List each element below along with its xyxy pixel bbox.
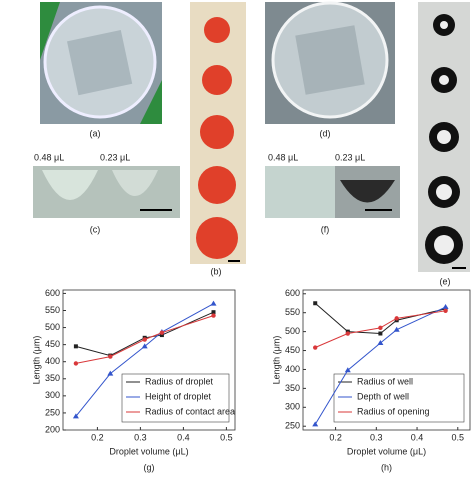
panel-label: (g) [144, 462, 155, 472]
x-axis-title: Droplet volume (μL) [347, 446, 426, 456]
y-tick-label: 350 [285, 383, 300, 393]
y-tick-label: 450 [45, 339, 60, 349]
legend-label: Radius of contact area [145, 406, 235, 416]
marker [443, 308, 448, 314]
marker [73, 361, 79, 366]
panel-label: (e) [440, 276, 451, 286]
y-tick-label: 400 [45, 356, 60, 366]
x-tick-label: 0.3 [370, 432, 383, 442]
x-tick-label: 0.5 [452, 432, 465, 442]
plot-frame [62, 289, 236, 431]
marker [345, 331, 351, 336]
well [434, 235, 454, 255]
y-tick-label: 250 [45, 407, 60, 417]
well [436, 184, 452, 200]
marker [312, 421, 319, 427]
y-tick-label: 300 [285, 402, 300, 412]
marker [159, 330, 165, 335]
y-tick-label: 550 [285, 307, 300, 317]
x-tick-label: 0.2 [91, 432, 104, 442]
marker [211, 310, 216, 315]
photo-caption: 0.23 μL [100, 152, 130, 162]
y-tick-label: 250 [285, 421, 300, 431]
y-tick-label: 500 [45, 322, 60, 332]
photo-f [265, 166, 335, 218]
marker [141, 343, 148, 349]
y-tick-label: 500 [285, 326, 300, 336]
marker [393, 326, 400, 332]
chip [66, 29, 133, 96]
legend-label: Height of droplet [145, 391, 212, 401]
y-tick-label: 550 [45, 305, 60, 315]
marker [210, 300, 217, 306]
marker [107, 370, 114, 376]
y-tick-label: 400 [285, 364, 300, 374]
marker [378, 325, 383, 331]
droplet [202, 65, 232, 95]
marker [394, 316, 399, 321]
marker [142, 337, 147, 342]
droplet [196, 217, 238, 259]
droplet [340, 180, 395, 203]
y-tick-label: 200 [45, 424, 60, 434]
panel-label: (b) [211, 266, 222, 276]
legend-label: Radius of opening [357, 406, 430, 416]
marker [211, 313, 216, 318]
droplet [198, 166, 236, 204]
y-tick-label: 350 [45, 373, 60, 383]
legend-box [333, 373, 465, 423]
x-axis-title: Droplet volume (μL) [109, 446, 188, 456]
marker [442, 304, 449, 310]
panel-label: (c) [90, 224, 101, 234]
marker [344, 367, 351, 373]
marker [72, 413, 79, 419]
well [440, 21, 448, 29]
panel-label: (d) [320, 128, 331, 138]
marker [313, 345, 318, 350]
droplet [42, 170, 98, 200]
series-line [75, 311, 214, 357]
well [437, 130, 451, 144]
y-axis-title: Length (μm) [271, 336, 281, 385]
marker [313, 301, 318, 306]
panel-label: (h) [381, 462, 392, 472]
photo-caption: 0.23 μL [335, 152, 365, 162]
droplet [204, 17, 230, 43]
droplet [200, 115, 234, 149]
x-tick-label: 0.5 [220, 432, 233, 442]
well [439, 75, 449, 85]
y-tick-label: 300 [45, 390, 60, 400]
photo-caption: 0.48 μL [268, 152, 298, 162]
marker [377, 339, 384, 345]
panel-label: (a) [90, 128, 101, 138]
marker [378, 331, 383, 336]
y-tick-label: 600 [285, 288, 300, 298]
y-tick-label: 450 [285, 345, 300, 355]
x-tick-label: 0.4 [411, 432, 424, 442]
y-axis-title: Length (μm) [31, 336, 41, 385]
photo-caption: 0.48 μL [34, 152, 64, 162]
marker [108, 354, 113, 359]
legend-label: Depth of well [357, 391, 409, 401]
chip [295, 25, 365, 95]
legend-label: Radius of droplet [145, 376, 214, 386]
marker [159, 333, 164, 338]
legend-label: Radius of well [357, 376, 413, 386]
glove [40, 2, 162, 124]
marker [73, 344, 78, 349]
y-tick-label: 600 [45, 288, 60, 298]
x-tick-label: 0.4 [177, 432, 190, 442]
x-tick-label: 0.3 [134, 432, 147, 442]
x-tick-label: 0.2 [329, 432, 342, 442]
droplet [112, 170, 158, 196]
panel-label: (f) [321, 224, 330, 234]
plot-frame [302, 289, 471, 431]
